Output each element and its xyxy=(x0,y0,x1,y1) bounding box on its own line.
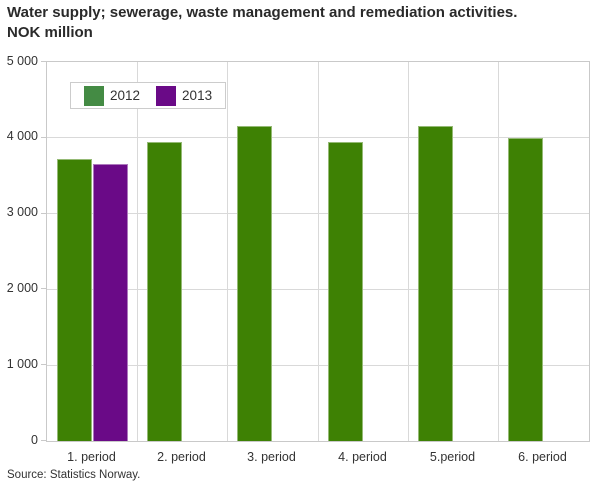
bar-2012-2-period[interactable] xyxy=(147,142,182,441)
y-axis-label-1-000: 1 000 xyxy=(6,357,38,371)
bar-2012-6-period[interactable] xyxy=(508,138,543,441)
source-text: Source: Statistics Norway. xyxy=(7,469,141,481)
v-gridline-1 xyxy=(137,62,138,441)
bar-2012-5-period[interactable] xyxy=(418,126,453,441)
v-gridline-3 xyxy=(318,62,319,441)
y-axis-tick-0 xyxy=(41,440,46,441)
y-axis-tick-3-000 xyxy=(41,213,46,214)
y-axis-label-3-000: 3 000 xyxy=(6,205,38,219)
v-gridline-5 xyxy=(498,62,499,441)
bar-2012-4-period[interactable] xyxy=(328,142,363,441)
legend-item-2012[interactable]: 2012 xyxy=(84,85,141,106)
v-gridline-4 xyxy=(408,62,409,441)
legend-label-2012: 2012 xyxy=(110,88,141,103)
y-axis-tick-5-000 xyxy=(41,61,46,62)
bar-2012-3-period[interactable] xyxy=(237,126,272,441)
bar-2012-1-period[interactable] xyxy=(57,159,92,441)
legend-swatch-2012-icon xyxy=(84,85,104,106)
y-axis-tick-4-000 xyxy=(41,137,46,138)
x-axis-label-2-period: 2. period xyxy=(157,450,206,464)
y-axis-tick-2-000 xyxy=(41,288,46,289)
chart-title-line1: Water supply; sewerage, waste management… xyxy=(7,4,518,21)
x-axis-label-4-period: 4. period xyxy=(338,450,387,464)
x-axis-label-3-period: 3. period xyxy=(247,450,296,464)
legend: 2012 2013 xyxy=(70,82,227,109)
y-axis-label-4-000: 4 000 xyxy=(6,129,38,143)
x-axis-label-1-period: 1. period xyxy=(67,450,116,464)
bar-2013-1-period[interactable] xyxy=(93,164,128,441)
y-axis-tick-1-000 xyxy=(41,364,46,365)
chart-title: Water supply; sewerage, waste management… xyxy=(7,3,603,43)
legend-label-2013: 2013 xyxy=(182,88,213,103)
x-axis-label-5-period: 5.period xyxy=(429,450,476,464)
plot-area xyxy=(46,61,590,442)
y-axis-label-5-000: 5 000 xyxy=(6,54,38,68)
y-axis-label-0: 0 xyxy=(31,433,38,447)
legend-swatch-2013-icon xyxy=(156,85,177,106)
x-axis-label-6-period: 6. period xyxy=(518,450,567,464)
v-gridline-2 xyxy=(227,62,228,441)
chart-title-line2: NOK million xyxy=(7,24,93,41)
y-axis-label-2-000: 2 000 xyxy=(6,281,38,295)
legend-item-2013[interactable]: 2013 xyxy=(156,85,213,106)
